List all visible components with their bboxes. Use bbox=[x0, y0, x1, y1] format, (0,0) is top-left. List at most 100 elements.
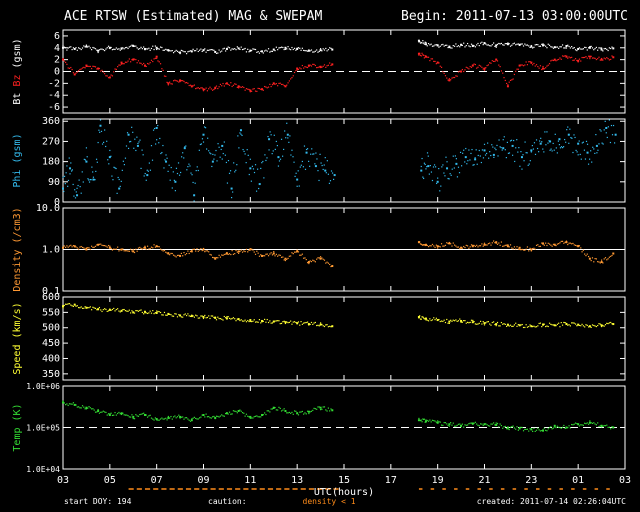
scatter-phi bbox=[116, 192, 118, 194]
scatter-mag bbox=[184, 82, 186, 84]
data-point-phi bbox=[155, 126, 158, 129]
scatter-mag bbox=[466, 42, 469, 45]
scatter-speed bbox=[94, 307, 97, 309]
scatter-mag bbox=[219, 51, 222, 53]
scatter-mag bbox=[321, 50, 323, 52]
scatter-speed bbox=[582, 325, 584, 327]
scatter-mag bbox=[244, 47, 246, 50]
scatter-mag bbox=[499, 43, 501, 45]
scatter-mag bbox=[564, 47, 566, 49]
scatter-speed bbox=[525, 324, 527, 326]
data-point-phi bbox=[333, 174, 336, 177]
scatter-speed bbox=[509, 324, 512, 326]
scatter-mag bbox=[67, 67, 69, 69]
y-axis-label-speed: Speed (km/s) bbox=[12, 302, 23, 374]
scatter-phi bbox=[88, 179, 90, 181]
scatter-temp bbox=[232, 410, 235, 412]
data-point-density bbox=[85, 248, 88, 251]
data-point-temp bbox=[506, 426, 509, 429]
scatter-temp bbox=[610, 428, 612, 430]
scatter-density bbox=[235, 249, 237, 252]
scatter-mag bbox=[132, 58, 134, 60]
data-point-mag bbox=[85, 45, 88, 48]
scatter-speed bbox=[251, 320, 253, 323]
scatter-phi bbox=[195, 169, 197, 172]
scatter-mag bbox=[288, 48, 290, 50]
y-axis-label-part: Temp bbox=[12, 428, 23, 452]
scatter-density bbox=[430, 245, 432, 247]
scatter-temp bbox=[78, 406, 80, 408]
scatter-mag bbox=[123, 63, 125, 65]
scatter-temp bbox=[489, 425, 491, 427]
scatter-density bbox=[597, 261, 599, 263]
scatter-mag bbox=[426, 56, 428, 58]
scatter-phi bbox=[498, 139, 500, 141]
scatter-mag bbox=[476, 44, 478, 46]
scatter-temp bbox=[503, 426, 505, 428]
scatter-mag bbox=[474, 63, 476, 66]
scatter-density bbox=[422, 244, 424, 246]
scatter-phi bbox=[176, 172, 179, 175]
scatter-mag bbox=[161, 46, 163, 49]
data-point-density bbox=[296, 250, 299, 253]
scatter-density bbox=[245, 248, 248, 251]
scatter-mag bbox=[205, 51, 207, 53]
scatter-mag bbox=[100, 70, 102, 72]
scatter-temp bbox=[564, 427, 566, 430]
scatter-mag bbox=[317, 51, 319, 53]
scatter-phi bbox=[290, 154, 292, 156]
scatter-density bbox=[451, 245, 453, 247]
scatter-density bbox=[89, 248, 91, 251]
scatter-mag bbox=[277, 49, 279, 51]
scatter-temp bbox=[586, 422, 588, 424]
scatter-phi bbox=[554, 133, 556, 135]
scatter-density bbox=[513, 246, 516, 248]
scatter-speed bbox=[219, 318, 222, 320]
scatter-phi bbox=[140, 167, 142, 169]
scatter-mag bbox=[490, 45, 492, 47]
scatter-speed bbox=[604, 324, 607, 326]
scatter-speed bbox=[305, 321, 307, 324]
scatter-mag bbox=[444, 44, 447, 46]
scatter-phi bbox=[288, 141, 290, 143]
scatter-phi bbox=[111, 175, 113, 177]
scatter-mag bbox=[572, 59, 574, 62]
scatter-speed bbox=[214, 316, 216, 318]
scatter-phi bbox=[592, 146, 594, 148]
scatter-phi bbox=[456, 176, 459, 178]
scatter-phi bbox=[312, 153, 314, 155]
scatter-temp bbox=[104, 411, 106, 413]
scatter-speed bbox=[136, 310, 138, 312]
scatter-temp bbox=[209, 417, 211, 419]
scatter-mag bbox=[450, 79, 452, 81]
scatter-mag bbox=[283, 48, 285, 51]
scatter-temp bbox=[573, 423, 575, 425]
data-point-mag bbox=[155, 46, 158, 49]
data-point-phi bbox=[118, 187, 121, 190]
scatter-density bbox=[146, 245, 149, 247]
scatter-density bbox=[330, 265, 332, 268]
scatter-speed bbox=[574, 323, 577, 325]
scatter-phi bbox=[319, 153, 321, 155]
scatter-speed bbox=[528, 325, 530, 328]
scatter-mag bbox=[545, 67, 547, 69]
scatter-density bbox=[507, 244, 509, 246]
scatter-mag bbox=[287, 46, 289, 48]
scatter-density bbox=[541, 242, 543, 244]
scatter-phi bbox=[446, 161, 448, 163]
scatter-mag bbox=[548, 44, 551, 46]
scatter-density bbox=[149, 247, 151, 250]
scatter-phi bbox=[565, 141, 567, 143]
scatter-speed bbox=[503, 323, 505, 325]
scatter-density bbox=[327, 262, 329, 264]
y-tick-label: 4 bbox=[54, 43, 60, 54]
scatter-temp bbox=[92, 408, 94, 410]
scatter-phi bbox=[72, 183, 74, 186]
scatter-phi bbox=[293, 161, 295, 163]
scatter-phi bbox=[235, 169, 237, 171]
scatter-mag bbox=[508, 43, 510, 45]
data-point-speed bbox=[155, 311, 158, 314]
scatter-mag bbox=[326, 65, 328, 67]
scatter-phi bbox=[274, 148, 276, 151]
scatter-speed bbox=[180, 316, 182, 318]
